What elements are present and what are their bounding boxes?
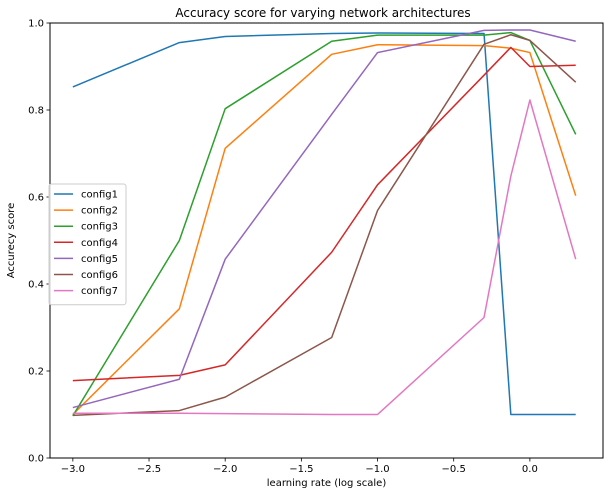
y-tick-label: 1.0 <box>28 19 44 30</box>
x-axis: −3.0 −2.5 −2.0 −1.5 −1.0 −0.5 0.0 <box>61 458 538 475</box>
x-tick-label: −1.5 <box>289 464 313 475</box>
series-line-config1 <box>72 32 576 416</box>
plot-frame <box>49 22 604 459</box>
x-axis-label: learning rate (log scale) <box>267 478 387 489</box>
x-tick-label: −1.0 <box>365 464 389 475</box>
legend-label-config7: config7 <box>81 286 118 297</box>
legend-label-config1: config1 <box>81 190 118 201</box>
y-tick-label: 0.4 <box>28 280 44 291</box>
legend-label-config3: config3 <box>81 222 118 233</box>
y-tick-label: 0.2 <box>28 367 44 378</box>
series-line-config2 <box>72 44 577 416</box>
series-line-config6 <box>72 34 577 417</box>
legend: config1 config2 config3 config4 config5 confi… <box>48 183 127 306</box>
y-tick-label: 0.8 <box>28 106 44 117</box>
chart-title: Accuracy score for varying network archi… <box>175 6 470 20</box>
plot-area <box>72 29 577 417</box>
series-line-config7 <box>72 99 577 416</box>
x-tick-label: −2.5 <box>137 464 161 475</box>
y-axis-label: Accurecy score <box>6 203 17 279</box>
x-tick-label: −0.5 <box>442 464 466 475</box>
series-line-config3 <box>72 31 577 417</box>
series-line-config4 <box>72 46 576 382</box>
y-tick-label: 0.0 <box>28 454 44 465</box>
x-tick-label: 0.0 <box>522 464 538 475</box>
y-tick-label: 0.6 <box>28 193 44 204</box>
y-axis: 0.0 0.2 0.4 0.6 0.8 1.0 <box>28 19 50 465</box>
legend-label-config2: config2 <box>81 206 118 217</box>
legend-label-config6: config6 <box>81 270 118 281</box>
legend-label-config4: config4 <box>81 238 118 249</box>
x-tick-label: −2.0 <box>213 464 237 475</box>
series-line-config5 <box>72 29 576 409</box>
x-tick-label: −3.0 <box>61 464 85 475</box>
legend-label-config5: config5 <box>81 254 118 265</box>
